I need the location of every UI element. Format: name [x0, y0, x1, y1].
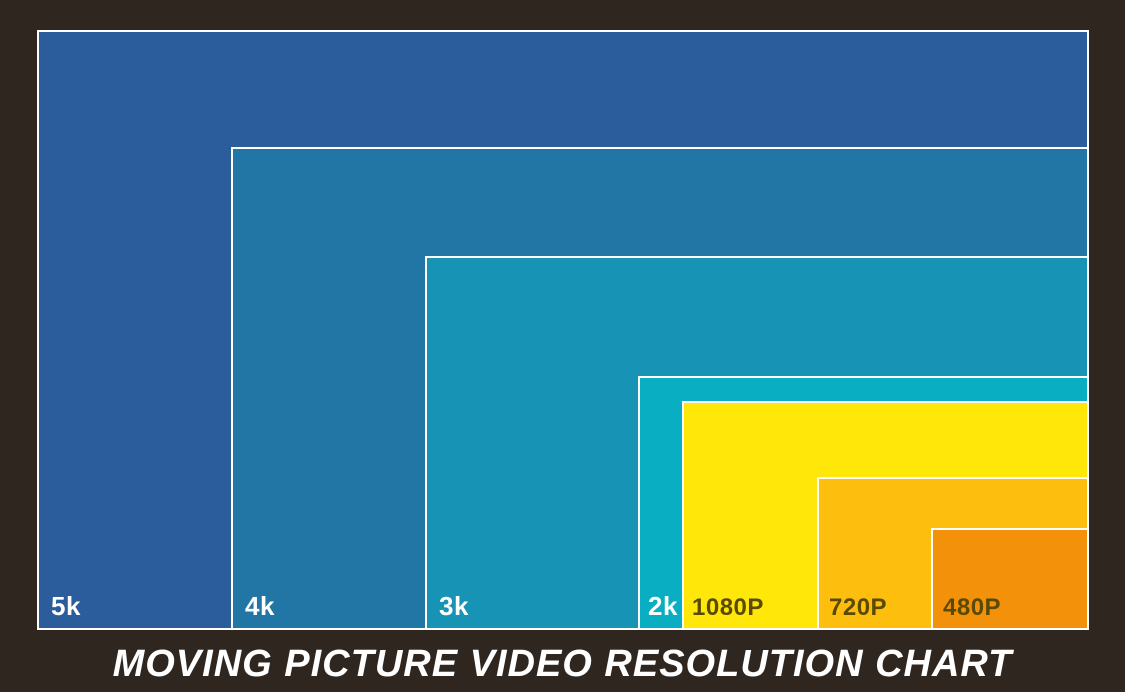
resolution-label-3k: 3k [439, 591, 469, 622]
chart-title: MOVING PICTURE VIDEO RESOLUTION CHART [0, 643, 1125, 686]
resolution-label-720p: 720P [829, 594, 887, 622]
resolution-label-2k: 2k [648, 591, 678, 622]
resolution-label-5k: 5k [51, 591, 81, 622]
resolution-label-1080p: 1080P [692, 594, 764, 622]
resolution-label-480p: 480P [943, 594, 1001, 622]
resolution-box-480p: 480P [931, 528, 1089, 630]
chart-area: 5k 4k 3k 2k 1080P 720P 480P [37, 30, 1089, 630]
resolution-chart-page: 5k 4k 3k 2k 1080P 720P 480P MOVING PICTURE VID… [0, 0, 1125, 692]
resolution-label-4k: 4k [245, 591, 275, 622]
